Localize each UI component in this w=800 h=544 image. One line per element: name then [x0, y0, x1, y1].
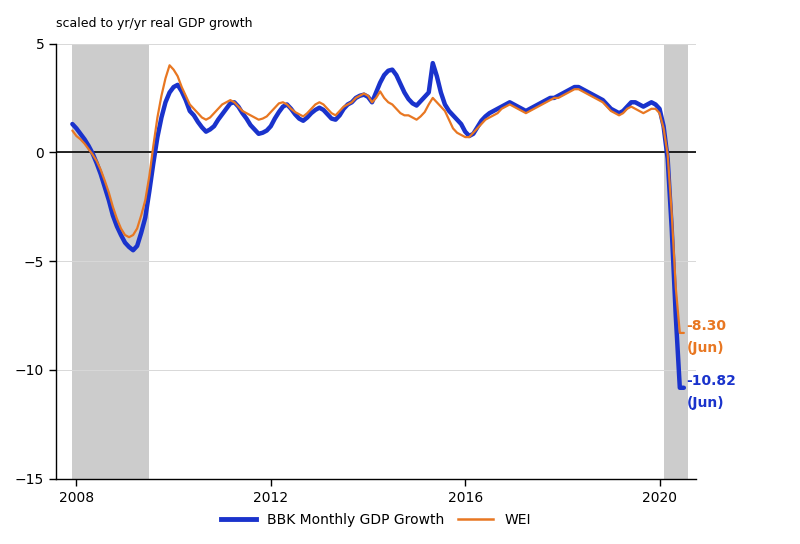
- Text: (Jun): (Jun): [686, 341, 724, 355]
- Text: (Jun): (Jun): [686, 395, 724, 410]
- Text: -10.82: -10.82: [686, 374, 736, 388]
- Legend: BBK Monthly GDP Growth, WEI: BBK Monthly GDP Growth, WEI: [216, 508, 536, 533]
- Bar: [663, 44, 688, 479]
- Text: -8.30: -8.30: [686, 319, 726, 333]
- Bar: [72, 44, 150, 479]
- Text: scaled to yr/yr real GDP growth: scaled to yr/yr real GDP growth: [56, 17, 253, 30]
